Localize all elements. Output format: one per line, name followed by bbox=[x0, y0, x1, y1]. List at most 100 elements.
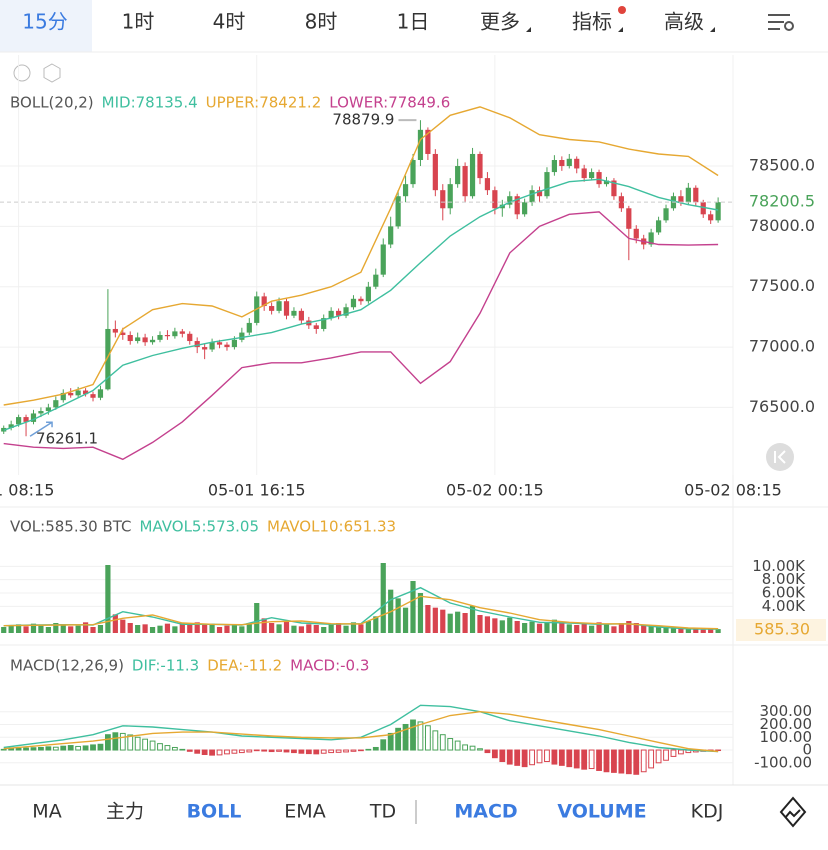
volume-bar bbox=[135, 625, 141, 633]
min-price-label: 76261.1 bbox=[36, 430, 98, 448]
macd-bar bbox=[276, 749, 282, 752]
y-tick-label: 77000.0 bbox=[749, 337, 815, 356]
volume-bar bbox=[462, 613, 468, 633]
legend-entry: BOLL(20,2) bbox=[10, 94, 94, 112]
candle-body bbox=[417, 129, 424, 160]
candle-body bbox=[172, 331, 178, 337]
volume-bar bbox=[82, 622, 89, 633]
legend-entry: VOL:585.30 BTC bbox=[10, 518, 132, 536]
macd-bar bbox=[60, 745, 67, 751]
candle-body bbox=[611, 180, 617, 197]
volume-bar bbox=[283, 621, 290, 633]
candle-body bbox=[246, 322, 252, 333]
macd-bar bbox=[253, 749, 260, 752]
volume-bar bbox=[75, 625, 81, 633]
volume-bar bbox=[395, 598, 401, 633]
macd-bar bbox=[551, 749, 558, 765]
volume-bar bbox=[455, 611, 461, 633]
volume-bar bbox=[298, 626, 304, 633]
settings-icon[interactable] bbox=[768, 14, 794, 31]
volume-bar bbox=[231, 625, 238, 633]
indicator-tab[interactable]: MACD bbox=[454, 801, 517, 823]
candle-body bbox=[239, 332, 245, 340]
volume-bar bbox=[350, 622, 357, 633]
volume-bar bbox=[1, 627, 7, 633]
collapse-icon[interactable] bbox=[13, 64, 31, 82]
timeframe-tab[interactable]: 15分 bbox=[22, 10, 67, 34]
indicator-tab[interactable]: KDJ bbox=[691, 801, 724, 823]
macd-bar bbox=[454, 740, 461, 751]
candle-body bbox=[589, 172, 595, 179]
macd-bar bbox=[45, 746, 52, 751]
last-volume-label: 585.30 bbox=[754, 620, 810, 639]
volume-bar bbox=[477, 615, 483, 633]
timeframe-tab[interactable]: 更多 bbox=[480, 10, 520, 34]
candle-body bbox=[30, 413, 37, 422]
macd-bar bbox=[387, 732, 394, 751]
volume-bar bbox=[224, 625, 230, 633]
macd-bar bbox=[529, 749, 535, 766]
macd-bar bbox=[8, 748, 15, 751]
legend-entry: MAVOL10:651.33 bbox=[267, 518, 396, 536]
drawing-tool-icon[interactable] bbox=[779, 796, 807, 828]
candle-body bbox=[276, 301, 282, 311]
scroll-end-icon bbox=[774, 450, 786, 464]
macd-bar bbox=[402, 723, 409, 751]
candle-body bbox=[75, 390, 81, 396]
candle-body bbox=[135, 337, 141, 342]
active-tab-bg bbox=[0, 0, 92, 52]
volume-bar bbox=[202, 624, 208, 633]
volume-bar bbox=[209, 623, 215, 633]
candle-body bbox=[53, 400, 59, 408]
indicator-tab[interactable]: VOLUME bbox=[557, 801, 646, 823]
macd-bar bbox=[134, 736, 141, 751]
macd-bar bbox=[291, 749, 297, 754]
volume-bar bbox=[45, 627, 51, 633]
volume-bar bbox=[484, 616, 491, 633]
macd-bar bbox=[372, 746, 379, 751]
settings-icon[interactable] bbox=[43, 63, 61, 83]
volume-bar bbox=[589, 625, 595, 633]
macd-bar bbox=[618, 749, 625, 774]
candle-body bbox=[655, 220, 662, 233]
x-tick-label: 05-02 00:15 bbox=[446, 481, 544, 500]
candle-body bbox=[388, 226, 394, 245]
macd-bar bbox=[179, 748, 186, 751]
volume-bar bbox=[90, 627, 96, 633]
candle-body bbox=[402, 184, 409, 197]
macd-bar bbox=[603, 749, 610, 773]
timeframe-tab[interactable]: 4时 bbox=[213, 10, 246, 34]
macd-bar bbox=[462, 744, 469, 751]
timeframe-tab[interactable]: 1时 bbox=[122, 10, 155, 34]
volume-bar bbox=[440, 609, 446, 633]
macd-bar bbox=[581, 749, 588, 770]
candle-body bbox=[157, 335, 163, 340]
macd-bar bbox=[358, 749, 364, 752]
candle-body bbox=[469, 153, 476, 197]
indicator-tab[interactable]: 主力 bbox=[106, 801, 144, 823]
indicator-tab[interactable]: MA bbox=[32, 801, 61, 823]
legend-entry: MACD:-0.3 bbox=[290, 657, 369, 675]
volume-bar bbox=[581, 623, 587, 633]
candle-body bbox=[224, 344, 230, 348]
volume-bar bbox=[700, 629, 706, 633]
volume-bar bbox=[8, 625, 14, 633]
candle-body bbox=[648, 232, 654, 245]
timeframe-tab[interactable]: 1日 bbox=[397, 10, 430, 34]
volume-bar bbox=[708, 629, 714, 633]
timeframe-tab[interactable]: 8时 bbox=[305, 10, 338, 34]
macd-bar bbox=[231, 749, 238, 754]
indicator-tab[interactable]: TD bbox=[369, 801, 396, 823]
indicator-tab[interactable]: EMA bbox=[284, 801, 325, 823]
volume-bar bbox=[492, 618, 498, 633]
indicator-tab[interactable]: BOLL bbox=[187, 801, 242, 823]
macd-bar bbox=[499, 749, 506, 763]
macd-bar bbox=[596, 749, 602, 771]
timeframe-tab[interactable]: 指标 bbox=[572, 10, 612, 34]
macd-bar bbox=[648, 749, 655, 769]
timeframe-tab[interactable]: 高级 bbox=[664, 10, 704, 34]
candle-body bbox=[477, 153, 483, 179]
volume-bar bbox=[685, 629, 691, 633]
volume-bar bbox=[23, 626, 29, 633]
volume-bar bbox=[149, 627, 156, 633]
